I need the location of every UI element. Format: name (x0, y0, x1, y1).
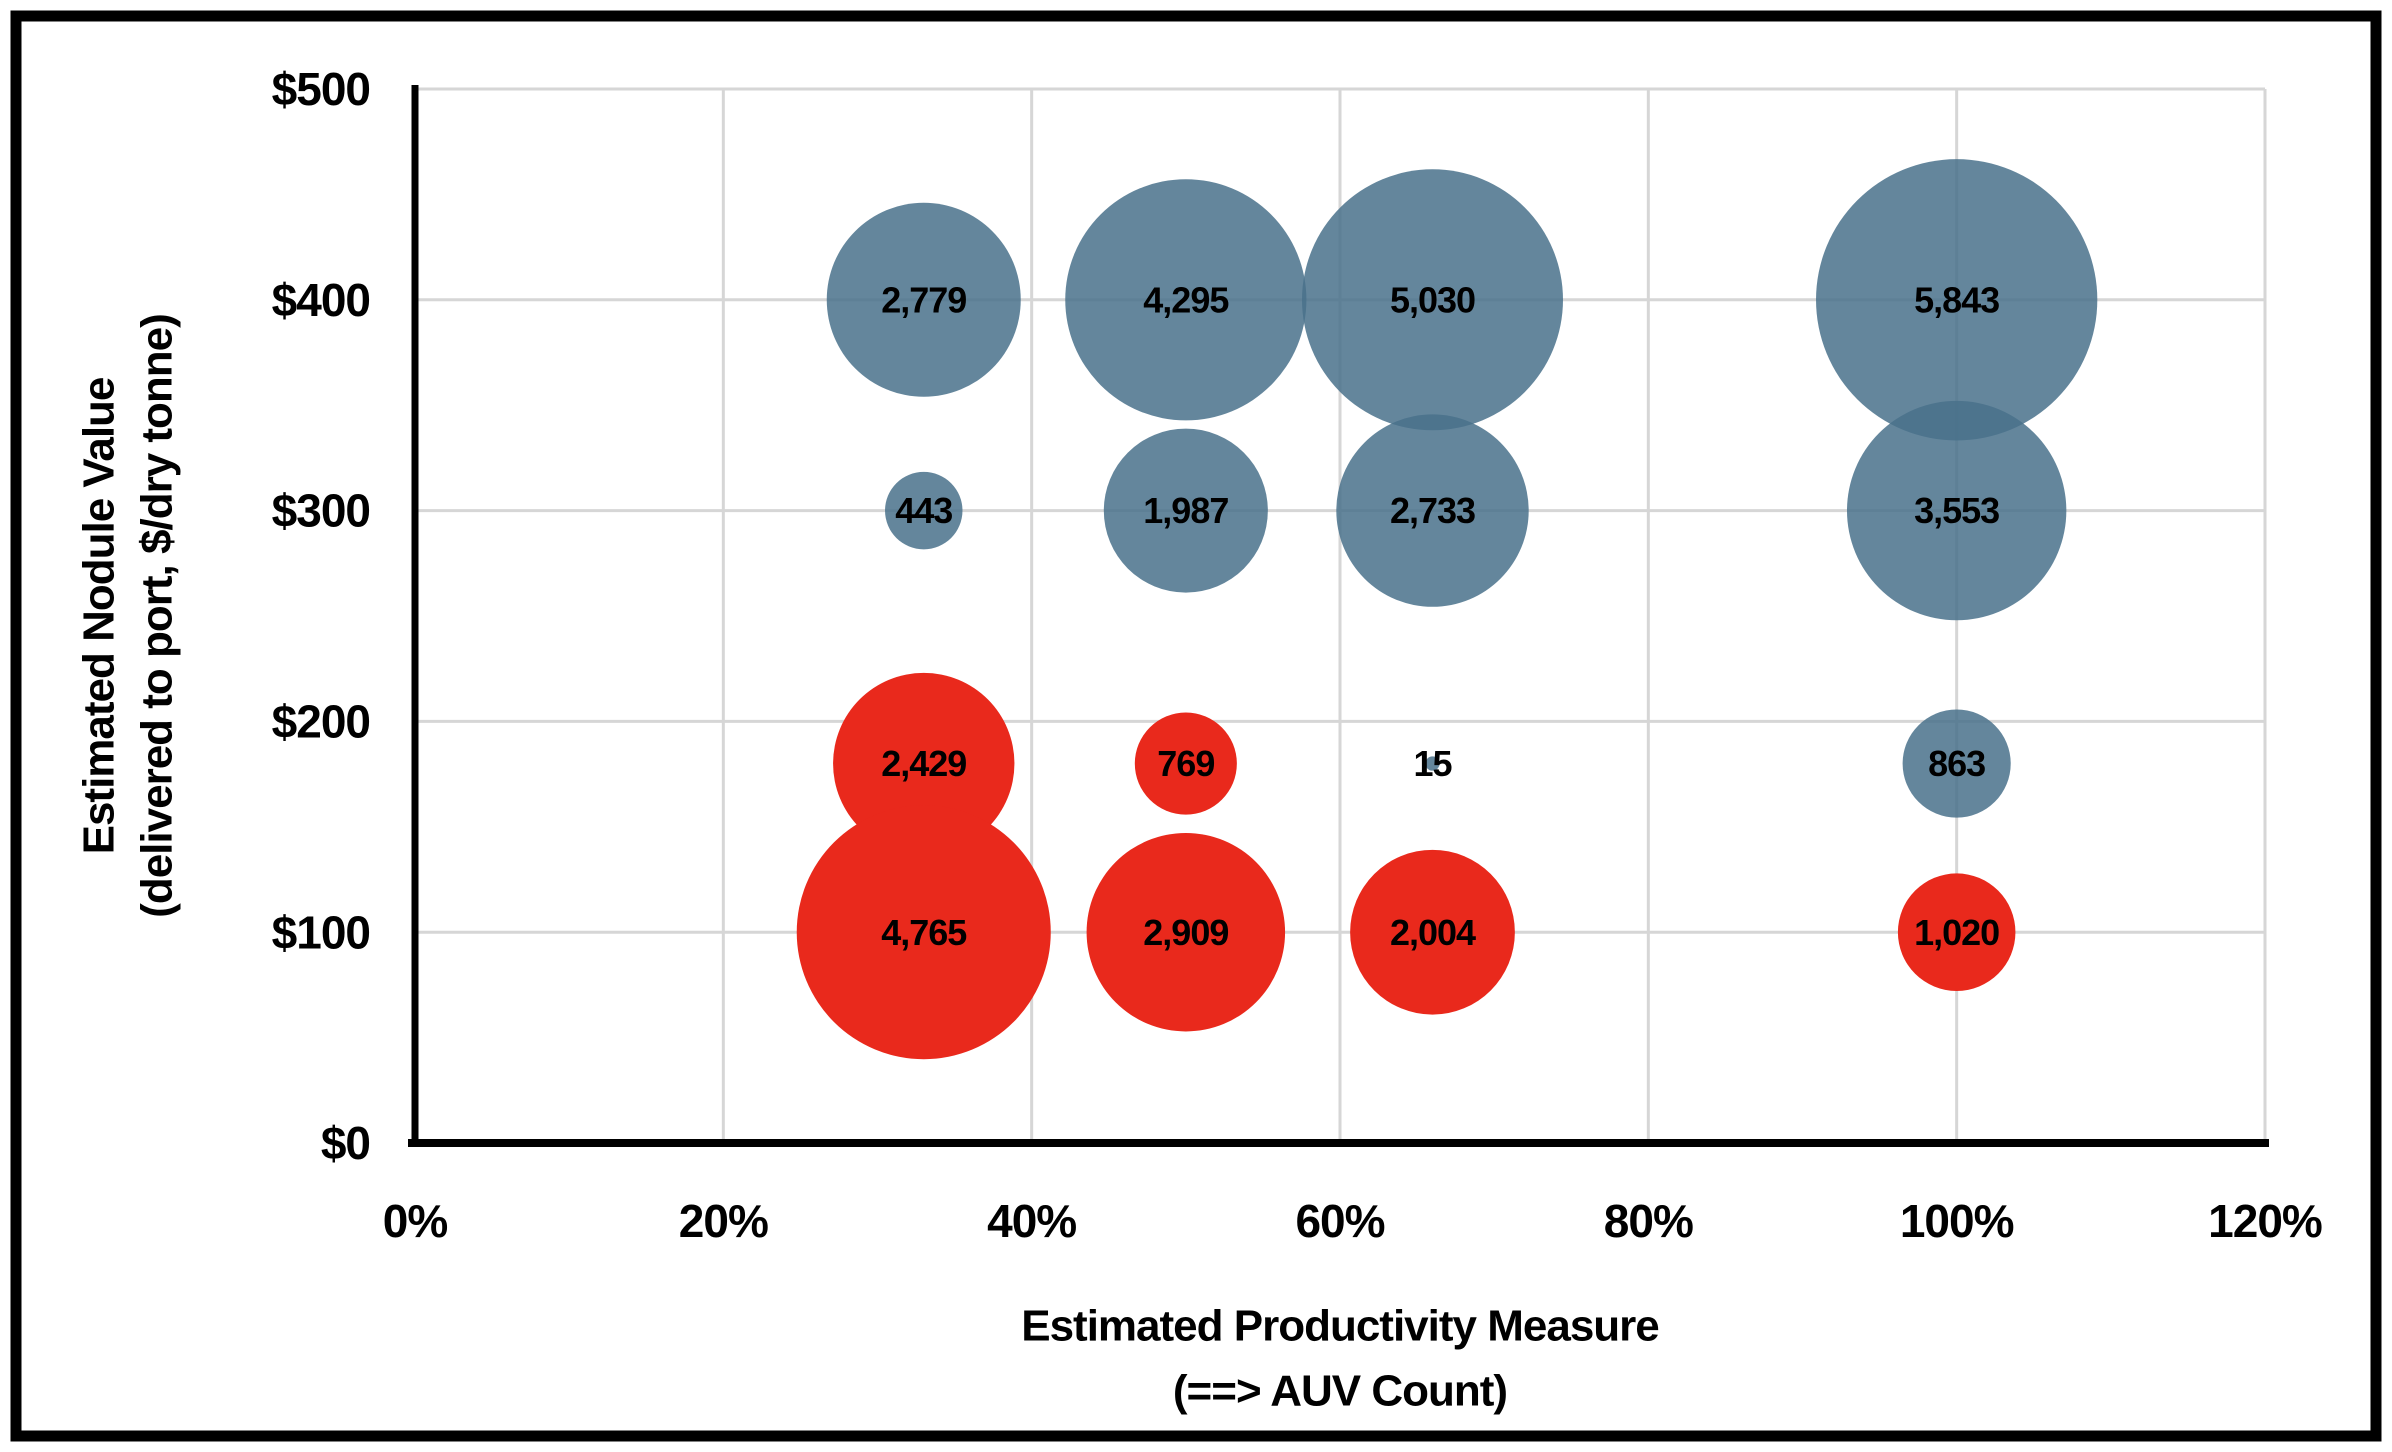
x-axis-title-line1: Estimated Productivity Measure (1021, 1301, 1659, 1350)
bubble-label: 5,843 (1914, 279, 1999, 320)
y-tick-label: $200 (272, 696, 370, 748)
bubble-labels: 2,779 4,295 5,030 5,843 443 1,987 2,733 3,553 15… (881, 279, 2000, 953)
bubble (1350, 849, 1515, 1015)
bubble-label: 4,765 (881, 912, 967, 953)
bubble (1336, 414, 1529, 607)
bubble-label: 769 (1157, 743, 1214, 784)
bubble (826, 202, 1021, 397)
y-axis-title-line1: Estimated Nodule Value (74, 378, 123, 855)
x-tick-label: 80% (1604, 1195, 1693, 1247)
y-axis-title-line2: (delivered to port, $/dry tonne) (132, 314, 181, 918)
x-tick-label: 100% (1900, 1195, 2014, 1247)
bubbles (796, 159, 2098, 1060)
bubble (1134, 712, 1237, 815)
x-tick-label: 0% (383, 1195, 448, 1247)
bubble-label: 1,987 (1143, 490, 1228, 531)
bubble-label: 2,779 (881, 279, 966, 320)
bubble (1902, 709, 2011, 818)
bubble (796, 805, 1051, 1060)
bubble (1086, 832, 1286, 1032)
bubble (1846, 400, 2067, 621)
bubble-label: 4,295 (1143, 279, 1229, 320)
bubble-label: 1,020 (1914, 912, 1999, 953)
y-tick-label: $300 (272, 485, 370, 537)
x-tick-label: 40% (987, 1195, 1076, 1247)
x-tick-label: 20% (679, 1195, 768, 1247)
bubble-label: 2,429 (881, 743, 966, 784)
bubble-label: 2,909 (1143, 912, 1228, 953)
bubble (1425, 756, 1440, 771)
y-tick-label: $400 (272, 274, 370, 326)
bubble (1897, 873, 2016, 991)
bubble (1103, 428, 1268, 593)
bubble (885, 471, 963, 550)
bubble (1816, 159, 2098, 441)
bubble (1302, 169, 1563, 431)
x-tick-label: 120% (2208, 1195, 2322, 1247)
x-tick-label: 60% (1295, 1195, 1384, 1247)
x-axis-title-line2: (==> AUV Count) (1173, 1366, 1507, 1415)
axis-lines (408, 85, 2269, 1147)
bubble-label: 863 (1928, 743, 1985, 784)
bubble (1065, 179, 1307, 421)
bubble-label: 15 (1413, 743, 1452, 784)
y-tick-label: $500 (272, 63, 370, 115)
y-tick-label: $0 (321, 1117, 370, 1169)
bubble-label: 3,553 (1914, 490, 1999, 531)
bubble-label: 5,030 (1390, 279, 1475, 320)
y-tick-label: $100 (272, 906, 370, 958)
bubble-label: 2,733 (1390, 490, 1475, 531)
bubble (833, 672, 1015, 855)
bubble-label: 443 (895, 490, 952, 531)
tick-labels: $0 $100 $200 $300 $400 $500 0% 20% 40% 60% 80% 100%… (272, 63, 2323, 1247)
bubble-label: 2,004 (1390, 912, 1476, 953)
figure-border (10, 10, 2382, 1442)
